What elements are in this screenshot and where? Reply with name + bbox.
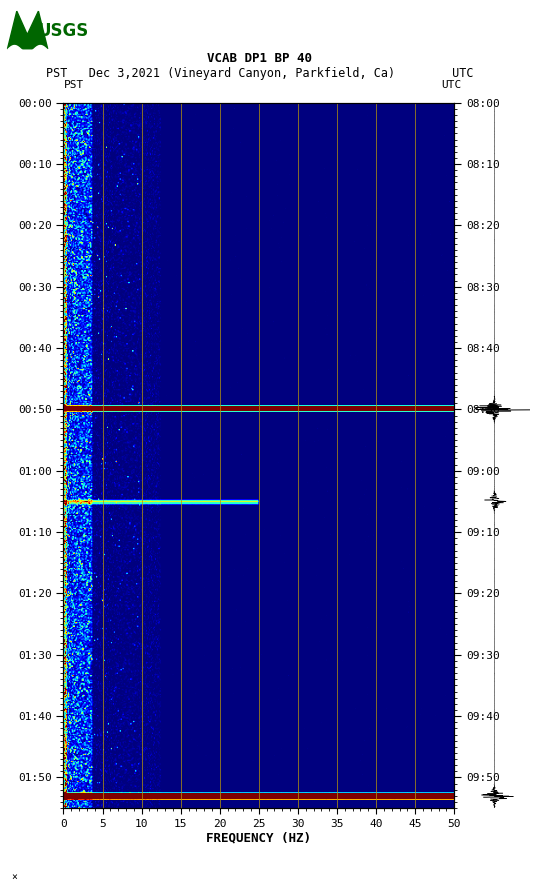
Polygon shape (8, 12, 47, 49)
Text: UTC: UTC (442, 79, 462, 90)
Text: USGS: USGS (38, 22, 88, 40)
Text: PST: PST (63, 79, 84, 90)
X-axis label: FREQUENCY (HZ): FREQUENCY (HZ) (206, 831, 311, 845)
Text: ×: × (11, 872, 17, 882)
Text: VCAB DP1 BP 40: VCAB DP1 BP 40 (207, 52, 312, 64)
Text: PST   Dec 3,2021 (Vineyard Canyon, Parkfield, Ca)        UTC: PST Dec 3,2021 (Vineyard Canyon, Parkfie… (46, 67, 473, 79)
